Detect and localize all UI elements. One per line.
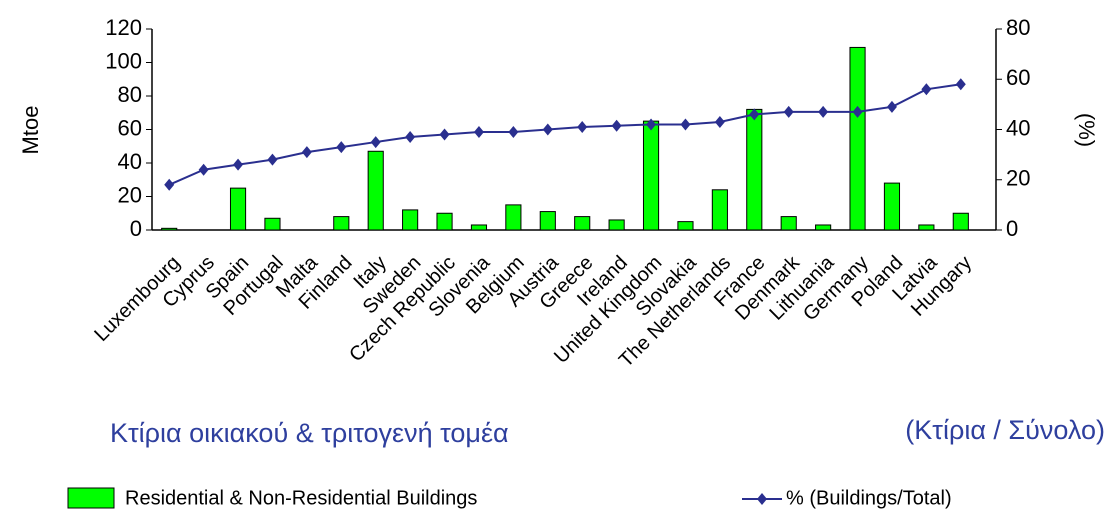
y2-tick-label: 20 <box>1006 166 1030 191</box>
marker <box>783 105 794 118</box>
bar <box>333 216 350 231</box>
y-tick-label: 100 <box>105 48 142 73</box>
marker <box>955 78 966 91</box>
marker <box>301 146 312 159</box>
y-tick-label: 120 <box>105 15 142 40</box>
bar <box>367 150 384 231</box>
marker <box>577 120 588 133</box>
y2-tick-label: 40 <box>1006 115 1030 140</box>
marker <box>921 83 932 96</box>
y2-tick-label: 0 <box>1006 216 1018 241</box>
bar <box>470 224 488 231</box>
y-tick-label: 40 <box>118 149 142 174</box>
marker <box>336 141 347 154</box>
marker <box>680 118 691 131</box>
marker <box>164 178 175 191</box>
y2-tick-label: 80 <box>1006 15 1030 40</box>
marker <box>267 153 278 166</box>
y-tick-label: 0 <box>130 216 142 241</box>
bar <box>574 216 591 231</box>
bar <box>505 204 522 231</box>
line <box>168 83 961 186</box>
legend-swatch <box>757 493 767 505</box>
marker <box>473 126 484 139</box>
marker <box>852 105 863 118</box>
legend-label: % (Buildings/Total) <box>786 487 952 509</box>
bar <box>608 219 625 231</box>
bar <box>780 216 797 231</box>
bar <box>229 187 247 231</box>
y-axis-title: Mtoe <box>18 106 43 155</box>
marker <box>886 100 897 113</box>
bar <box>436 212 453 231</box>
y-tick-label: 20 <box>118 182 142 207</box>
bar <box>918 224 935 231</box>
bar <box>264 217 281 231</box>
bar <box>642 120 660 231</box>
marker <box>370 136 381 149</box>
marker <box>646 118 657 131</box>
bar <box>711 189 728 231</box>
marker <box>405 131 416 144</box>
bar <box>746 108 763 231</box>
bar <box>883 182 901 231</box>
y2-tick-label: 60 <box>1006 65 1030 90</box>
marker <box>508 126 519 139</box>
marker <box>714 115 725 128</box>
y-tick-label: 60 <box>118 115 142 140</box>
bar <box>539 211 556 231</box>
bar <box>677 221 694 231</box>
bar <box>952 212 969 231</box>
legend-label: Residential & Non-Residential Buildings <box>125 487 477 509</box>
y2-axis-title: (%) <box>1074 113 1099 147</box>
marker <box>439 128 450 141</box>
marker <box>818 105 829 118</box>
bar <box>849 46 866 231</box>
legend-swatch <box>67 487 115 509</box>
annotation: Κτίρια οικιακού & τριτογενή τομέα <box>110 418 509 448</box>
annotation: (Κτίρια / Σύνολο) <box>905 415 1105 445</box>
marker <box>542 123 553 136</box>
bar <box>161 227 178 231</box>
marker <box>611 119 622 132</box>
marker <box>233 158 244 171</box>
marker <box>749 108 760 121</box>
y-tick-label: 80 <box>118 82 142 107</box>
bar <box>402 209 419 231</box>
bar <box>815 224 832 231</box>
marker <box>198 163 209 176</box>
category-labels: LuxembourgCyprusSpainPortugalMaltaFinlan… <box>90 251 976 372</box>
